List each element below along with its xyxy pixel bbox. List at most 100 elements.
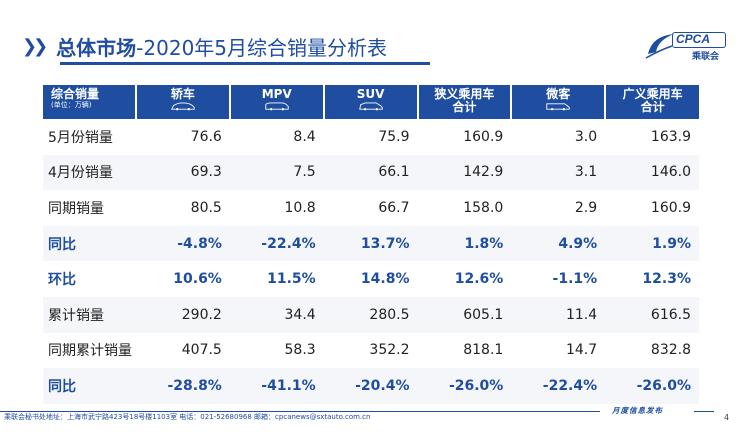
table-cell: 12.6% [417,261,512,297]
logo-cn: 乘联会 [692,52,720,62]
table-row: 同期销量 80.5 10.8 66.7 158.0 2.9 160.9 [43,190,699,226]
logo-text: CPCA [676,32,711,46]
table-cell: 818.1 [417,332,512,369]
table-row: 4月份销量 69.3 7.5 66.1 142.9 3.1 146.0 [43,154,699,191]
table-cell: 407.5 [136,332,230,369]
table-cell: 10.6% [136,261,230,297]
table-cell: 11.5% [229,261,324,297]
table-row: 5月份销量 76.6 8.4 75.9 160.9 3.0 163.9 [43,119,699,155]
table-cell: 146.0 [605,154,699,191]
table-cell: 2.9 [511,190,606,226]
table-cell: 14.8% [323,261,418,297]
table-cell: 142.9 [417,154,512,191]
table-row: 累计销量 290.2 34.4 280.5 605.1 11.4 616.5 [43,296,699,333]
table-cell: 11.4 [511,296,606,333]
header-label: 轿车 [170,87,195,101]
table-cell: -4.8% [136,225,230,262]
table-cell: 3.1 [511,154,606,191]
table-cell: 1.9% [605,225,699,262]
footer-divider-right [694,411,714,412]
header-label: 合计 [452,100,477,114]
table-cell: -28.8% [136,368,230,404]
table-cell: 66.7 [323,190,418,226]
header-label: SUV [356,87,385,101]
table-cell: 4.9% [511,225,606,262]
table-cell: 75.9 [323,119,418,155]
slide-title: ❯❯ 总体市场 -2020年5月综合销量分析表 [22,28,387,64]
table-cell: 34.4 [229,296,324,333]
table-cell: -26.0% [417,368,512,404]
table-cell: 66.1 [323,154,418,191]
header-col-2: SUV [323,85,419,119]
header-col-1: MPV [229,85,325,119]
header-col-0: 轿车 [136,85,231,119]
table-cell: 160.9 [417,119,512,155]
logo-box [672,32,726,48]
table-cell: 12.3% [605,261,699,297]
mpv-icon [265,102,289,111]
table-cell: -26.0% [605,368,699,404]
table-cell: 280.5 [323,296,418,333]
table-cell: -22.4% [229,225,324,262]
sedan-icon [170,102,195,111]
table-cell: 605.1 [417,296,512,333]
table-cell: -41.1% [229,368,324,404]
header-label: 广义乘用车 [622,87,683,101]
header-col-5: 广义乘用车 合计 [605,85,699,119]
header-col-4: 微客 [511,85,607,119]
table-cell: 290.2 [136,296,230,333]
table-cell: -20.4% [323,368,418,404]
table-cell: 14.7 [511,332,606,369]
row-label: 5月份销量 [43,119,137,155]
table-cell: 352.2 [323,332,418,369]
title-underline [60,62,430,65]
header-first-unit: (单位：万辆) [51,101,92,109]
footer-tagline: 月度信息发布 [612,406,663,415]
row-label: 4月份销量 [43,154,137,191]
table-cell: 7.5 [229,154,324,191]
table-row: 同比 -28.8% -41.1% -20.4% -26.0% -22.4% -26.0% [43,368,699,404]
row-label: 同期累计销量 [43,332,137,369]
table-cell: 163.9 [605,119,699,155]
table-cell: 13.7% [323,225,418,262]
title-bold: 总体市场 [56,35,137,60]
table-cell: 10.8 [229,190,324,226]
row-label: 环比 [43,261,137,297]
table-cell: 76.6 [136,119,230,155]
table-row: 同比 -4.8% -22.4% 13.7% 1.8% 4.9% 1.9% [43,225,699,262]
header-first: 综合销量 (单位：万辆) [43,85,138,119]
table-cell: 616.5 [605,296,699,333]
minivan-icon [546,103,570,111]
cpca-logo: CPCA 乘联会 [640,28,726,62]
table-cell: 832.8 [605,332,699,369]
table-cell: 160.9 [605,190,699,226]
header-label: 合计 [640,100,665,114]
row-label: 同比 [43,368,137,404]
table-cell: 158.0 [417,190,512,226]
footer-divider-left [0,411,600,412]
table-cell: 3.0 [511,119,606,155]
sales-table: 综合销量 (单位：万辆) 轿车 MPV SUV 狭义乘用车 合计 微客 广义乘用车 合计 5月… [43,85,699,404]
table-body: 5月份销量 76.6 8.4 75.9 160.9 3.0 163.9 4月份销量 69.3 7.… [43,119,699,404]
table-cell: 8.4 [229,119,324,155]
header-first-label: 综合销量 [51,87,100,101]
header-label: 微客 [546,87,571,101]
table-cell: 69.3 [136,154,230,191]
footer-address: 乘联会秘书处地址：上海市武宁路423号18号楼1103室 电话：021-5268… [4,413,371,421]
table-cell: -1.1% [511,261,606,297]
page-number: 4 [724,413,730,422]
suv-icon [358,102,383,111]
table-row: 环比 10.6% 11.5% 14.8% 12.6% -1.1% 12.3% [43,261,699,297]
table-cell: -22.4% [511,368,606,404]
row-label: 累计销量 [43,296,137,333]
row-label: 同期销量 [43,190,137,226]
table-cell: 80.5 [136,190,230,226]
table-header-row: 综合销量 (单位：万辆) 轿车 MPV SUV 狭义乘用车 合计 微客 广义乘用车 合计 [43,85,699,119]
title-rest: -2020年5月综合销量分析表 [136,35,388,60]
double-chevron-icon: ❯❯ [22,35,48,57]
table-cell: 58.3 [229,332,324,369]
logo-swirl-icon [645,34,674,59]
header-label: MPV [261,87,292,101]
row-label: 同比 [43,225,137,262]
header-label: 狭义乘用车 [434,87,495,101]
